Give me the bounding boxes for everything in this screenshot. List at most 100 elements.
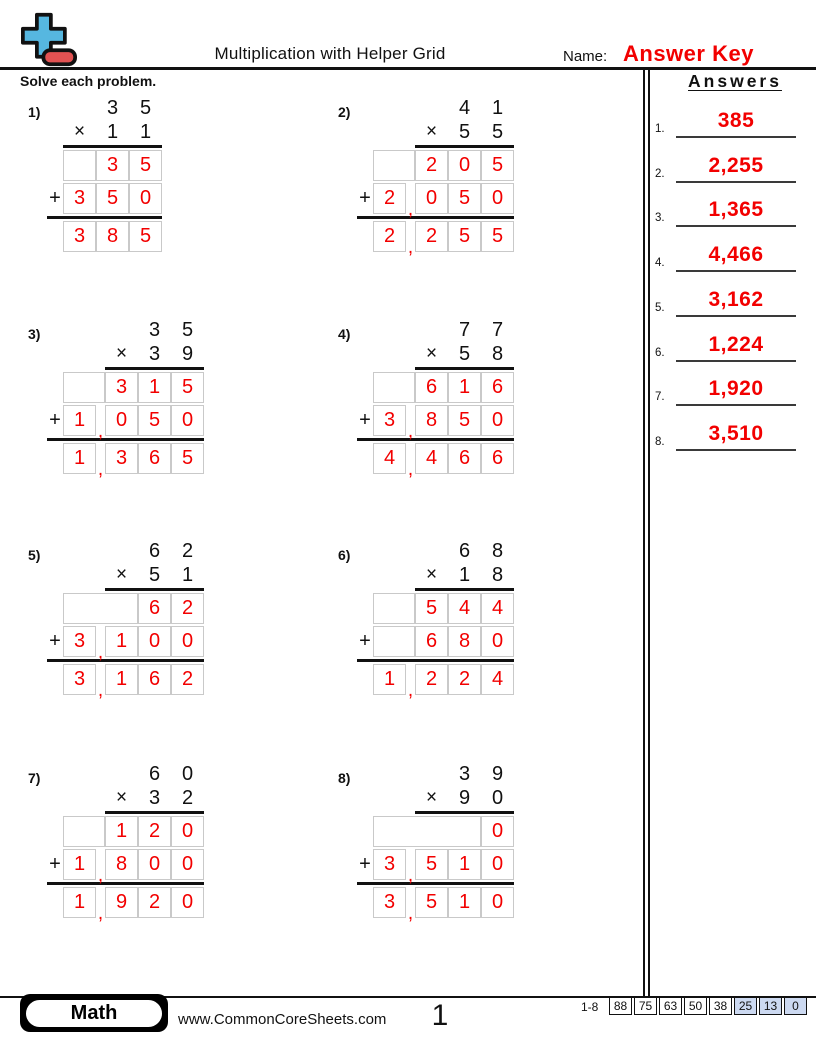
plus-sign: + bbox=[359, 630, 371, 652]
grid-cell: 3 bbox=[63, 626, 96, 657]
multiplicand-digit: 3 bbox=[106, 96, 119, 119]
page-number: 1 bbox=[431, 999, 449, 1032]
grid-cell-blank bbox=[63, 372, 105, 403]
grid-cell: 5 bbox=[448, 183, 481, 214]
grid-cell: 0 bbox=[171, 887, 204, 918]
grid-cell: 3 bbox=[63, 183, 96, 214]
grid-cell: 4 bbox=[373, 443, 406, 474]
grid-cell: 0 bbox=[171, 405, 204, 436]
grid-cell: 3 bbox=[373, 887, 406, 918]
times-sign: × bbox=[425, 787, 438, 808]
multiplier-digit: 8 bbox=[491, 563, 504, 586]
times-sign: × bbox=[115, 564, 128, 585]
grid-cell: 0 bbox=[481, 816, 514, 847]
multiplicand-digit: 6 bbox=[458, 539, 471, 562]
grid-cell: 0 bbox=[481, 887, 514, 918]
grid-cell: 1 bbox=[105, 816, 138, 847]
grid-cell: 5 bbox=[129, 221, 162, 252]
multiplier-digit: 5 bbox=[491, 120, 504, 143]
grid-cell: 0 bbox=[481, 626, 514, 657]
score-strip: 88 75 63 50 38 25 13 0 bbox=[609, 997, 807, 1015]
grid-cell: 2 bbox=[415, 221, 448, 252]
grid-cell: 1 bbox=[105, 626, 138, 657]
multiply-line bbox=[63, 145, 162, 148]
answer-value: 4,466 bbox=[708, 243, 764, 267]
grid-cell: 2 bbox=[415, 664, 448, 695]
grid-cell: 0 bbox=[129, 183, 162, 214]
times-sign: × bbox=[115, 343, 128, 364]
score-cell: 0 bbox=[784, 997, 807, 1015]
multiplicand-digit: 5 bbox=[181, 318, 194, 341]
helper-grid: 7 7 × 5 8 6 1 6 +3, 8 5 0 4, 4 6 6 bbox=[357, 318, 514, 479]
answer-item: 6. 1,224 bbox=[655, 332, 796, 362]
multiplicand-digit: 7 bbox=[491, 318, 504, 341]
answer-value: 3,162 bbox=[708, 287, 764, 311]
grid-cell: 2 bbox=[171, 664, 204, 695]
grid-cell: 1 bbox=[138, 372, 171, 403]
grid-cell: 4 bbox=[415, 443, 448, 474]
score-cell: 13 bbox=[759, 997, 782, 1015]
multiplicand-digit: 0 bbox=[181, 762, 194, 785]
multiplicand-digit: 1 bbox=[491, 96, 504, 119]
multiply-line bbox=[415, 367, 514, 370]
grid-cell-blank bbox=[373, 626, 415, 657]
score-range-label: 1-8 bbox=[581, 1000, 599, 1014]
multiply-line bbox=[415, 588, 514, 591]
multiplier-digit: 5 bbox=[458, 342, 471, 365]
grid-cell: 8 bbox=[96, 221, 129, 252]
grid-cell: 1 bbox=[448, 372, 481, 403]
answers-divider bbox=[643, 70, 650, 996]
multiplier-digit: 9 bbox=[181, 342, 194, 365]
grid-cell-blank bbox=[373, 150, 415, 181]
grid-cell: 5 bbox=[415, 849, 448, 880]
multiplicand-digit: 5 bbox=[139, 96, 152, 119]
multiply-line bbox=[105, 367, 204, 370]
grid-cell: 0 bbox=[138, 626, 171, 657]
name-value-answer-key: Answer Key bbox=[623, 41, 754, 66]
footer-rule bbox=[0, 996, 816, 998]
sum-line bbox=[47, 659, 204, 662]
name-label: Name: bbox=[563, 48, 608, 65]
answer-item: 8. 3,510 bbox=[655, 421, 796, 451]
grid-cell: 5 bbox=[448, 221, 481, 252]
answer-value: 385 bbox=[717, 109, 755, 132]
grid-cell: 5 bbox=[129, 150, 162, 181]
helper-grid: 3 5 × 3 9 3 1 5 +1, 0 5 0 1, 3 6 5 bbox=[47, 318, 204, 479]
grid-cell: 5 bbox=[448, 405, 481, 436]
multiplicand-digit: 6 bbox=[148, 539, 161, 562]
subject-badge-label: Math bbox=[26, 999, 162, 1027]
multiply-line bbox=[105, 811, 204, 814]
grid-cell: 2 bbox=[138, 816, 171, 847]
grid-cell-blank bbox=[63, 593, 138, 624]
multiplicand-digit: 8 bbox=[491, 539, 504, 562]
grid-cell: 6 bbox=[138, 593, 171, 624]
grid-cell: 6 bbox=[415, 626, 448, 657]
grid-cell: 3 bbox=[373, 849, 406, 880]
score-cell: 38 bbox=[709, 997, 732, 1015]
grid-cell: 0 bbox=[171, 626, 204, 657]
grid-cell: 1 bbox=[63, 405, 96, 436]
comma: , bbox=[407, 865, 414, 886]
sum-line bbox=[47, 216, 162, 219]
grid-cell: 3 bbox=[63, 664, 96, 695]
times-sign: × bbox=[425, 121, 438, 142]
problem-number: 6) bbox=[338, 547, 351, 563]
problem-number: 2) bbox=[338, 104, 351, 120]
multiplicand-digit: 9 bbox=[491, 762, 504, 785]
grid-cell: 2 bbox=[448, 664, 481, 695]
grid-cell: 5 bbox=[171, 443, 204, 474]
grid-cell: 5 bbox=[415, 593, 448, 624]
plus-sign: + bbox=[359, 187, 371, 209]
grid-cell: 3 bbox=[373, 405, 406, 436]
multiplicand-digit: 6 bbox=[148, 762, 161, 785]
grid-cell: 0 bbox=[481, 405, 514, 436]
answers-header: Answers bbox=[688, 71, 782, 91]
sum-line bbox=[357, 438, 514, 441]
grid-cell: 4 bbox=[481, 664, 514, 695]
multiplier-digit: 1 bbox=[181, 563, 194, 586]
grid-cell: 0 bbox=[415, 183, 448, 214]
plus-sign: + bbox=[49, 409, 61, 431]
problem-number: 7) bbox=[28, 770, 41, 786]
multiplier-digit: 1 bbox=[106, 120, 119, 143]
multiplier-digit: 3 bbox=[148, 786, 161, 809]
